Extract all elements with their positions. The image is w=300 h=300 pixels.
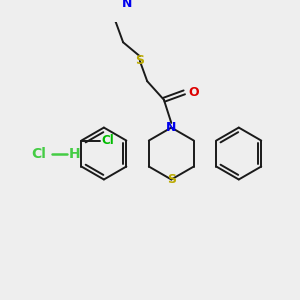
Text: N: N (122, 0, 132, 10)
Text: O: O (188, 86, 199, 99)
Text: N: N (166, 121, 176, 134)
Text: H: H (68, 146, 80, 161)
Text: S: S (167, 173, 176, 186)
Text: Cl: Cl (31, 146, 46, 161)
Text: Cl: Cl (102, 134, 115, 147)
Text: S: S (135, 54, 144, 67)
